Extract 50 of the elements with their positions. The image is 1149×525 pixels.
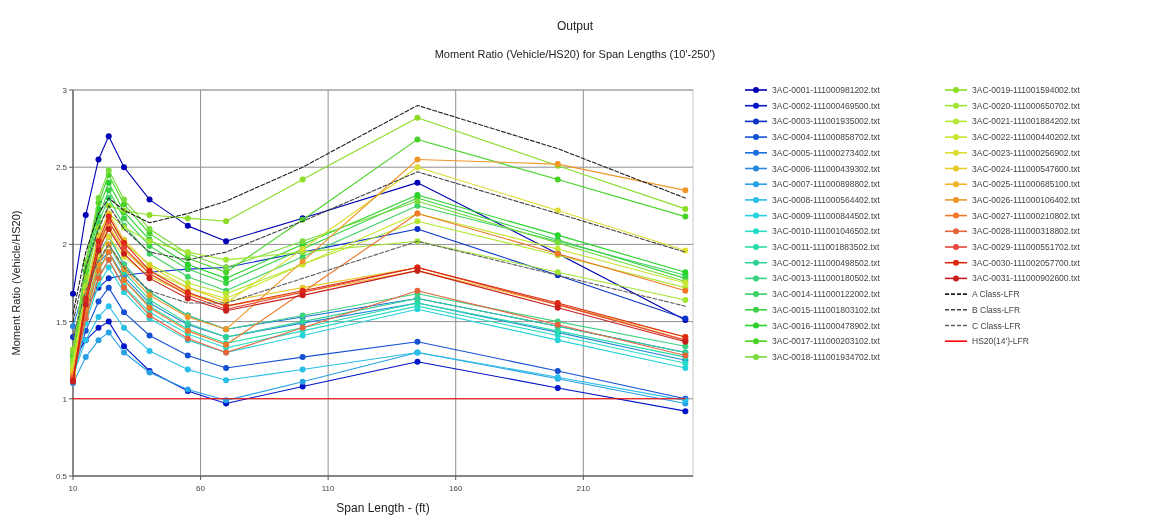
legend-label: 3AC-0024-111000547600.txt bbox=[972, 163, 1081, 174]
legend-label: 3AC-0029-111000551702.txt bbox=[972, 242, 1081, 252]
legend-label: 3AC-0005-111000273402.txt bbox=[772, 147, 881, 158]
legend-label: 3AC-0014-111000122002.txt bbox=[772, 289, 881, 300]
legend-label: 3AC-0021-111001884202.txt bbox=[972, 116, 1081, 127]
legend-label: 3AC-0017-111000203102.txt bbox=[772, 336, 881, 347]
legend-label: B Class-LFR bbox=[972, 304, 1021, 315]
legend-label: 3AC-0010-111001046502.txt bbox=[772, 226, 881, 237]
y-tick-label: 3 bbox=[62, 86, 68, 95]
legend-label: 3AC-0002-111000469500.txt bbox=[772, 100, 881, 111]
legend-label: 3AC-0006-111000439302.txt bbox=[772, 163, 881, 174]
legend-label: 3AC-0008-111000564402.txt bbox=[772, 194, 881, 205]
y-tick-label: 2.5 bbox=[55, 163, 68, 173]
y-tick-label: 1 bbox=[62, 394, 68, 404]
legend-label: HS20(14')-LFR bbox=[972, 336, 1029, 347]
y-axis-title: Moment Ratio (Vehicle/HS20) bbox=[10, 210, 22, 356]
chart-subtitle: Moment Ratio (Vehicle/HS20) for Span Lengths (10'-250') bbox=[434, 48, 716, 60]
legend-label: 3AC-0016-111000478902.txt bbox=[772, 320, 881, 331]
legend-label: 3AC-0007-111000898802.txt bbox=[772, 179, 881, 190]
legend-label: 3AC-0028-111000318802.txt bbox=[972, 226, 1081, 237]
legend-label: 3AC-0004-111000858702.txt bbox=[772, 132, 881, 143]
x-tick-label: 160 bbox=[449, 484, 463, 493]
legend-label: 3AC-0027-111000210802.txt bbox=[972, 210, 1081, 221]
legend-label: 3AC-0013-111000180502.txt bbox=[772, 273, 881, 284]
legend-label: 3AC-0012-111000498502.txt bbox=[772, 257, 881, 268]
legend-label: 3AC-0031-111000902600.txt bbox=[972, 273, 1081, 284]
x-tick-label: 10 bbox=[68, 484, 78, 493]
x-tick-label: 210 bbox=[576, 484, 591, 493]
legend-label: 3AC-0030-111002057700.txt bbox=[972, 257, 1081, 268]
legend-label: 3AC-0018-111001934702.txt bbox=[772, 351, 881, 362]
x-axis-title: Span Length - (ft) bbox=[336, 501, 430, 515]
legend-label: A Class-LFR bbox=[972, 289, 1020, 300]
legend-label: 3AC-0023-111000256902.txt bbox=[972, 147, 1081, 158]
y-tick-label: 1.5 bbox=[55, 317, 68, 327]
y-tick-label: 0.5 bbox=[55, 472, 68, 481]
legend-label: 3AC-0015-111001803102.txt bbox=[772, 304, 881, 315]
legend-label: 3AC-0019-111001594002.txt bbox=[972, 85, 1081, 95]
x-tick-label: 60 bbox=[196, 484, 206, 493]
x-tick-label: 110 bbox=[321, 484, 336, 493]
legend-label: C Class-LFR bbox=[972, 320, 1021, 331]
legend-label: 3AC-0026-111000106402.txt bbox=[972, 194, 1081, 205]
legend-label: 3AC-0001-111000981202.txt bbox=[772, 85, 881, 95]
chart-title: Output bbox=[556, 19, 594, 33]
legend-label: 3AC-0025-111000685100.txt bbox=[972, 179, 1081, 190]
y-tick-label: 2 bbox=[62, 240, 68, 250]
legend-label: 3AC-0022-111000440202.txt bbox=[972, 132, 1081, 143]
legend-label: 3AC-0003-111001935002.txt bbox=[772, 116, 881, 127]
legend-label: 3AC-0020-111000650702.txt bbox=[972, 100, 1081, 111]
legend-label: 3AC-0011-111001883502.txt bbox=[772, 242, 880, 252]
legend-label: 3AC-0009-111000844502.txt bbox=[772, 210, 881, 221]
